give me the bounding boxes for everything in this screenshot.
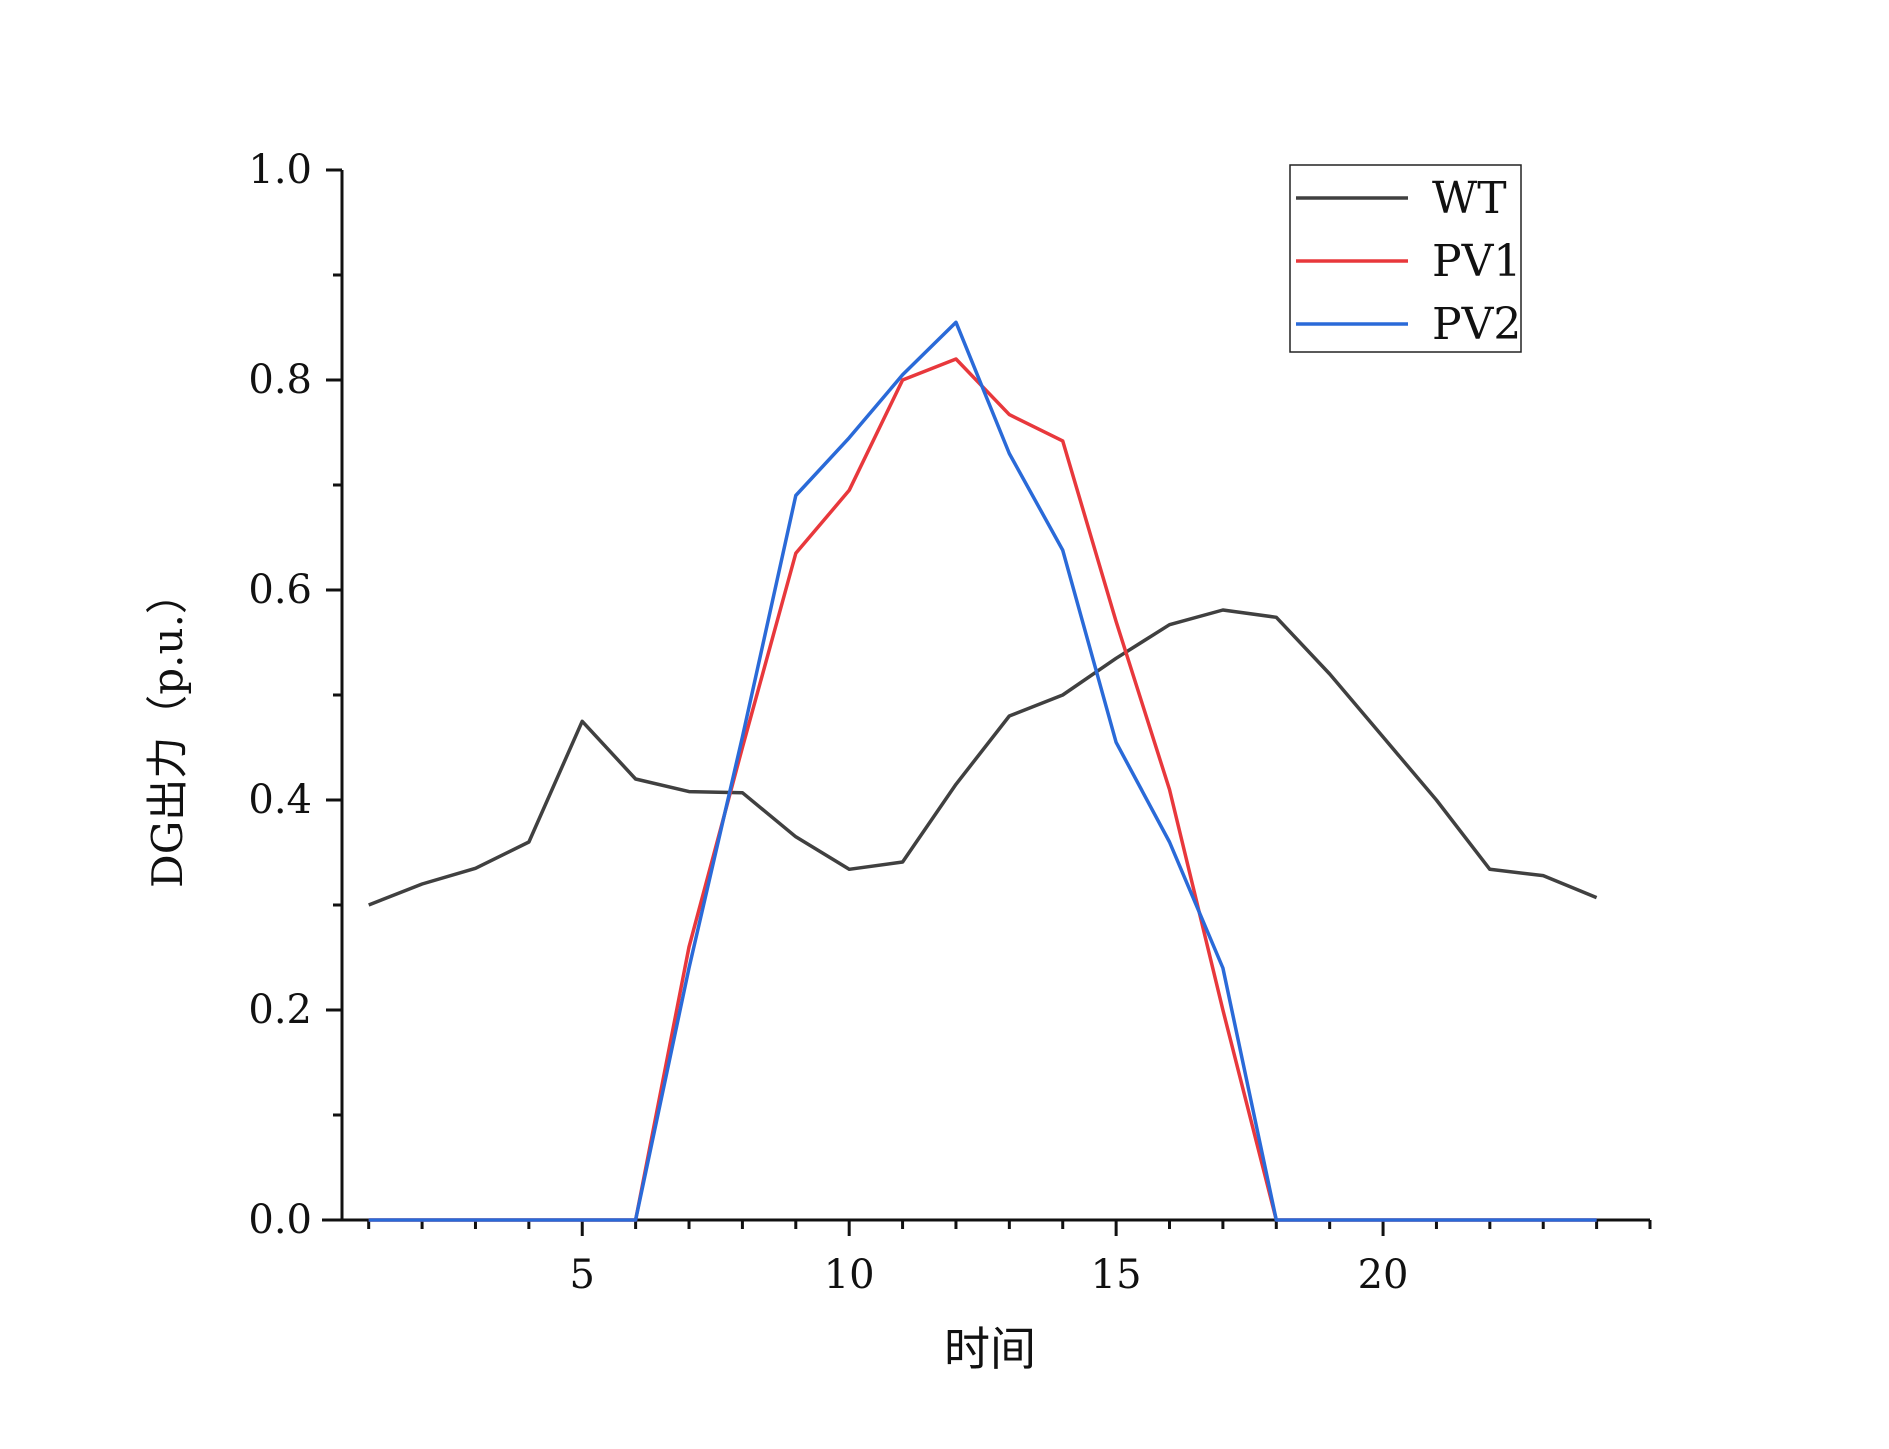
series-line-wt [368, 608, 1598, 907]
legend-label-wt: WT [1432, 173, 1507, 224]
y-tick-label: 1.0 [248, 147, 312, 193]
legend-label-pv1: PV1 [1432, 236, 1521, 287]
legend: WT PV1 PV2 [1289, 164, 1522, 353]
x-tick-label: 5 [570, 1252, 595, 1298]
y-tick-label: 0.0 [248, 1197, 312, 1243]
x-axis-title: 时间 [944, 1322, 1036, 1376]
legend-label-pv2: PV2 [1432, 299, 1521, 350]
x-tick-label: 15 [1091, 1252, 1142, 1298]
y-tick-label: 0.4 [248, 777, 312, 823]
x-tick-label: 10 [824, 1252, 875, 1298]
y-tick-label: 0.6 [248, 567, 312, 613]
y-axis-title: DG出力（p.u.） [143, 572, 192, 888]
y-tick-label: 0.2 [248, 987, 312, 1033]
x-tick-label: 20 [1358, 1252, 1409, 1298]
series-line-pv2 [368, 320, 1597, 1222]
legend-box [1289, 164, 1522, 353]
axes: 0.0 0.2 0.4 0.6 0.8 1.0 5 10 15 20 [248, 147, 1652, 1298]
series-lines [368, 320, 1598, 1222]
y-tick-label: 0.8 [248, 357, 312, 403]
